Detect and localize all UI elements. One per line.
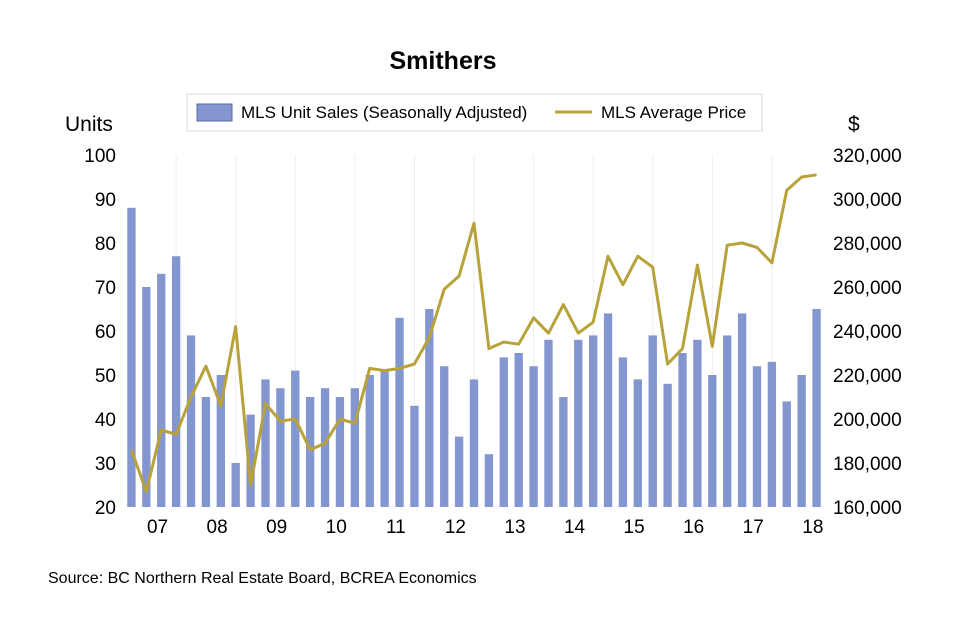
left-tick-label: 20 <box>95 498 116 519</box>
left-tick-label: 80 <box>95 234 116 255</box>
sales-bar <box>708 375 717 507</box>
legend-line-label: MLS Average Price <box>601 103 746 122</box>
left-tick-label: 90 <box>95 190 116 211</box>
sales-bar <box>171 256 181 507</box>
sales-bar <box>246 414 255 507</box>
x-tick-label: 11 <box>386 517 406 538</box>
sales-bar <box>752 366 762 507</box>
right-tick-label: 320,000 <box>833 146 902 167</box>
x-tick-label: 18 <box>802 517 823 538</box>
sales-bar <box>127 207 136 508</box>
left-tick-label: 40 <box>95 410 116 431</box>
sales-bar <box>410 405 419 507</box>
sales-bar <box>201 397 211 507</box>
x-tick-label: 15 <box>624 517 645 538</box>
bar-series <box>127 207 821 508</box>
sales-bar <box>157 273 166 507</box>
sales-bar <box>618 357 628 507</box>
right-tick-label: 200,000 <box>833 410 902 431</box>
sales-bar <box>469 379 479 507</box>
x-axis-ticks: 07 08 09 10 11 12 13 14 15 16 17 18 <box>147 517 823 538</box>
legend-bar-swatch <box>196 103 233 122</box>
sales-bar <box>142 287 151 507</box>
right-tick-label: 220,000 <box>833 366 902 387</box>
sales-bar <box>678 353 687 507</box>
sales-bar <box>648 335 657 507</box>
right-tick-label: 280,000 <box>833 234 902 255</box>
sales-bar <box>216 375 225 507</box>
left-tick-label: 60 <box>95 322 116 343</box>
sales-bar <box>782 401 791 507</box>
sales-bar <box>291 370 300 507</box>
sales-bar <box>440 366 449 507</box>
sales-bar <box>306 397 315 507</box>
price-line-series <box>129 173 817 494</box>
sales-bar <box>693 339 702 507</box>
sales-bar <box>454 436 464 507</box>
chart-title: Smithers <box>390 47 497 75</box>
legend-bar-label: MLS Unit Sales (Seasonally Adjusted) <box>241 103 527 122</box>
x-tick-label: 10 <box>326 517 347 538</box>
sales-bar <box>737 313 747 507</box>
legend-box <box>186 93 763 132</box>
sales-bar <box>380 370 389 507</box>
sales-bar <box>365 375 374 507</box>
x-tick-label: 09 <box>266 517 287 538</box>
sales-bar <box>559 397 568 507</box>
sales-bar <box>797 375 806 507</box>
x-tick-label: 14 <box>564 517 586 538</box>
sales-bar <box>350 388 360 507</box>
sales-bar <box>425 309 434 507</box>
right-tick-label: 300,000 <box>833 190 902 211</box>
sales-bar <box>603 313 613 507</box>
sales-bar <box>499 357 508 507</box>
left-tick-label: 100 <box>84 146 116 167</box>
right-axis-ticks: 320,000 300,000 280,000 260,000 240,000 220,0… <box>833 146 902 519</box>
sales-bar <box>767 361 777 507</box>
sales-bar <box>320 388 330 507</box>
x-tick-label: 12 <box>445 517 466 538</box>
sales-bar <box>574 339 583 507</box>
right-tick-label: 180,000 <box>833 454 902 475</box>
left-tick-label: 30 <box>95 454 116 475</box>
sales-bar <box>335 397 345 507</box>
x-tick-label: 08 <box>207 517 228 538</box>
sales-bar <box>484 454 494 507</box>
sales-bar <box>231 463 240 507</box>
left-axis-label: Units <box>65 113 113 136</box>
legend: MLS Unit Sales (Seasonally Adjusted) MLS… <box>186 93 763 132</box>
sales-bar <box>529 366 538 507</box>
right-axis-label: $ <box>848 113 860 136</box>
sales-bar <box>588 335 598 507</box>
left-tick-label: 50 <box>95 366 116 387</box>
x-tick-label: 17 <box>743 517 764 538</box>
sales-bar <box>276 388 285 507</box>
left-axis-ticks: 100 90 80 70 60 50 40 30 20 <box>84 146 116 519</box>
right-tick-label: 160,000 <box>833 498 902 519</box>
sales-bar <box>663 383 672 507</box>
sales-bar <box>633 379 642 507</box>
x-tick-label: 07 <box>147 517 168 538</box>
x-tick-label: 16 <box>683 517 704 538</box>
sales-bar <box>812 309 821 507</box>
sales-bar <box>723 335 732 507</box>
right-tick-label: 240,000 <box>833 322 902 343</box>
sales-bar <box>514 353 523 507</box>
sales-bar <box>261 379 270 507</box>
right-tick-label: 260,000 <box>833 278 902 299</box>
x-tick-label: 13 <box>504 517 525 538</box>
sales-bar <box>186 335 196 507</box>
sales-bar <box>544 339 553 507</box>
sales-bar <box>395 317 404 507</box>
left-tick-label: 70 <box>95 278 116 299</box>
source-note: Source: BC Northern Real Estate Board, B… <box>48 570 477 587</box>
